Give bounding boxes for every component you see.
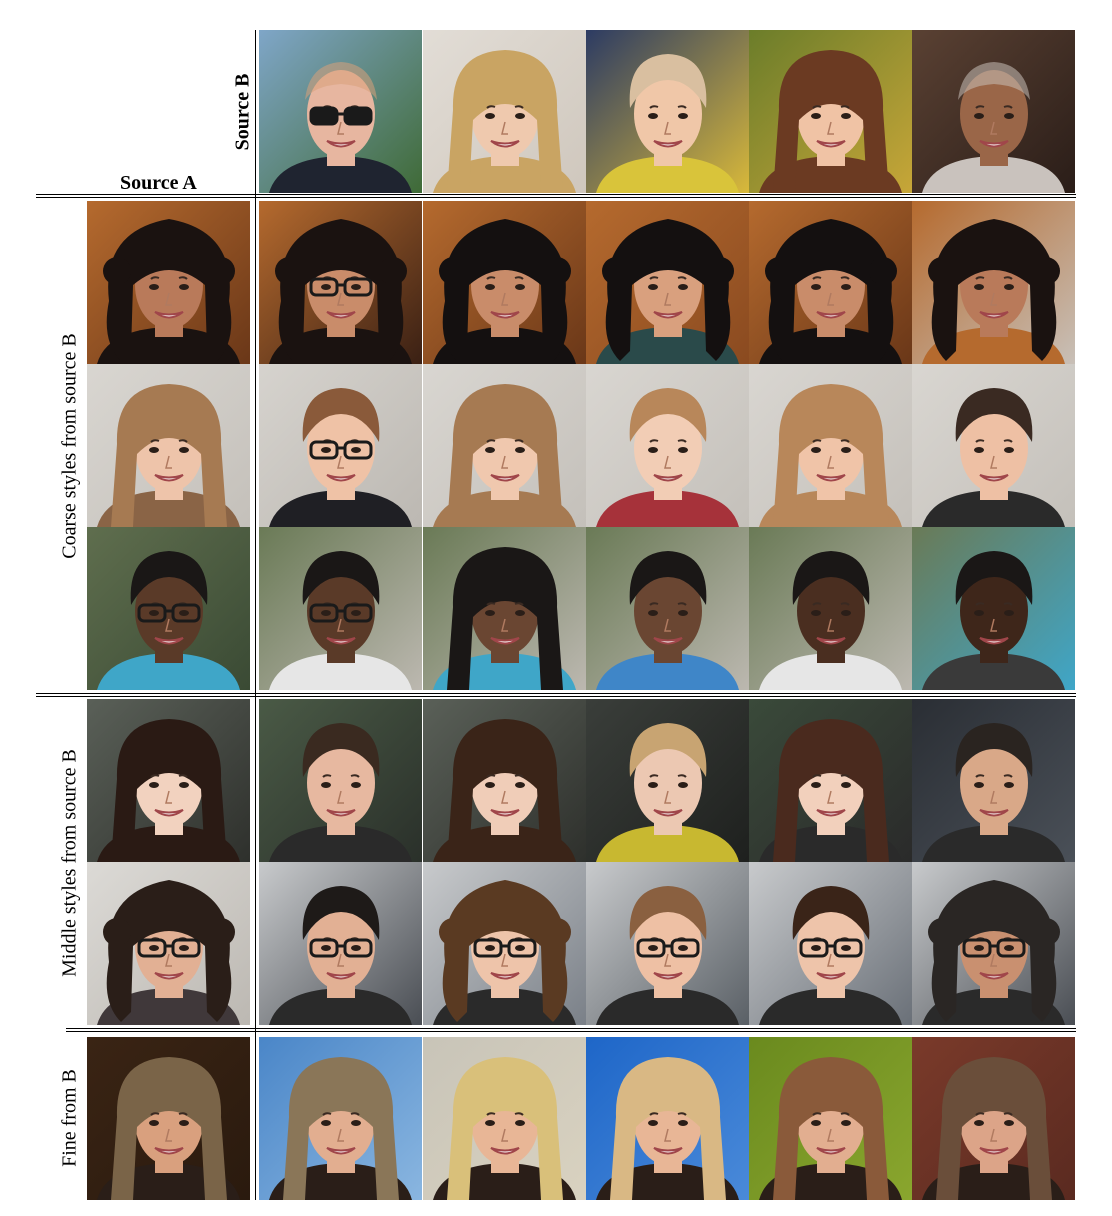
mixed-face-r1-c2 [423, 201, 586, 364]
mixed-face-r2-c2 [423, 364, 586, 527]
column-divider [255, 30, 256, 1200]
mixed-face-r6-c5 [912, 1037, 1075, 1200]
mixed-face-r3-c3 [586, 527, 749, 690]
coarse-styles-label: Coarse styles from source B [52, 200, 88, 692]
source-a-face-row-5 [87, 862, 250, 1025]
mixed-face-r3-c5 [912, 527, 1075, 690]
source-b-face-3 [586, 30, 749, 193]
source-a-face-row-4 [87, 699, 250, 862]
mixed-face-r4-c2 [423, 699, 586, 862]
coarse-styles-label-text: Coarse styles from source B [58, 333, 81, 559]
mixed-face-r4-c4 [749, 699, 912, 862]
source-b-label-text: Source B [231, 73, 254, 151]
mixed-face-r3-c2 [423, 527, 586, 690]
mixed-face-r1-c3 [586, 201, 749, 364]
mixed-face-r2-c4 [749, 364, 912, 527]
source-b-face-1 [259, 30, 422, 193]
source-b-face-5 [912, 30, 1075, 193]
source-a-face-row-6 [87, 1037, 250, 1200]
mixed-face-r5-c4 [749, 862, 912, 1025]
mixed-face-r6-c4 [749, 1037, 912, 1200]
fine-styles-label-text: Fine from B [58, 1069, 81, 1167]
mixed-face-r5-c2 [423, 862, 586, 1025]
mixed-face-r4-c1 [259, 699, 422, 862]
mixed-face-r4-c5 [912, 699, 1075, 862]
mixed-face-r4-c3 [586, 699, 749, 862]
mixed-face-r2-c3 [586, 364, 749, 527]
mixed-face-r2-c1 [259, 364, 422, 527]
mixed-face-r1-c5 [912, 201, 1075, 364]
mixed-face-r3-c4 [749, 527, 912, 690]
mixed-face-r6-c2 [423, 1037, 586, 1200]
middle-fine-divider [66, 1028, 1076, 1032]
mixed-face-r3-c1 [259, 527, 422, 690]
mixed-face-r5-c5 [912, 862, 1075, 1025]
mixed-face-r1-c1 [259, 201, 422, 364]
middle-styles-label: Middle styles from source B [52, 698, 88, 1027]
mixed-face-r5-c3 [586, 862, 749, 1025]
header-divider [36, 194, 1076, 198]
middle-styles-label-text: Middle styles from source B [58, 748, 81, 977]
source-a-face-row-3 [87, 527, 250, 690]
coarse-middle-divider [36, 693, 1076, 697]
source-b-face-4 [749, 30, 912, 193]
source-a-label: Source A [120, 172, 197, 194]
mixed-face-r6-c1 [259, 1037, 422, 1200]
mixed-face-r1-c4 [749, 201, 912, 364]
fine-styles-label: Fine from B [52, 1036, 88, 1200]
mixed-face-r2-c5 [912, 364, 1075, 527]
source-a-face-row-2 [87, 364, 250, 527]
source-a-face-row-1 [87, 201, 250, 364]
mixed-face-r5-c1 [259, 862, 422, 1025]
source-b-face-2 [423, 30, 586, 193]
mixed-face-r6-c3 [586, 1037, 749, 1200]
